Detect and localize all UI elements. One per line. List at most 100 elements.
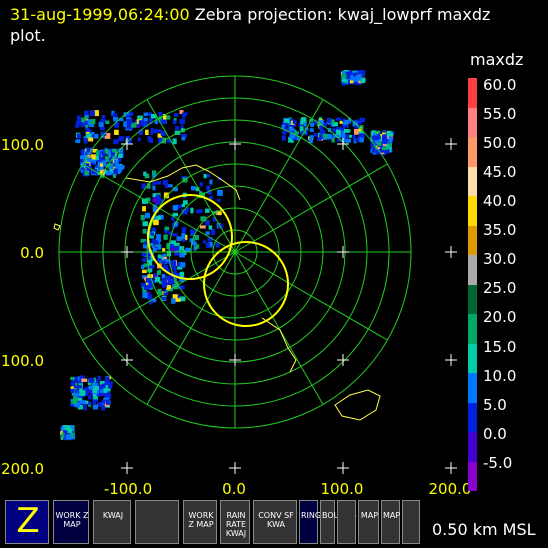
echo-cell [319,120,325,125]
echo-cell [388,143,392,148]
echo-cell [65,425,71,431]
echo-cell [101,386,106,391]
echo-cell [70,388,75,393]
echo-cell [70,386,74,391]
echo-cell [206,185,211,191]
echo-cell [74,393,80,397]
echo-cell [176,236,182,242]
echo-cell [177,266,183,270]
azimuth-spoke [146,251,236,405]
echo-cell [85,389,91,393]
echo-cell [205,242,210,248]
echo-cell [144,121,149,127]
conv-sf-button-label: CONV SF KWA [258,511,294,529]
echo-cell [103,397,108,403]
echo-cell [82,159,88,166]
zebra-logo-button[interactable]: Z [5,500,49,544]
echo-cell [166,268,170,273]
work-z-map-button-label: WORK Z MAP [55,511,89,529]
echo-cell [101,383,106,389]
bounds-button[interactable]: BOUNDS [320,500,357,544]
echo-cell [301,117,306,121]
echo-cell [118,168,122,174]
echo-cell [106,171,112,176]
echo-cell [294,135,300,141]
echo-cell [321,136,327,140]
rings-button[interactable]: RINGS [299,500,327,544]
echo-cell [111,152,115,159]
echo-cell [322,122,327,127]
echo-cell [381,146,388,151]
echo-cell [100,158,106,162]
echo-cell [92,389,98,393]
echo-cell [179,296,186,302]
colorbar-label: 10.0 [483,366,517,385]
echo-cell [181,233,186,240]
azimuth-spoke [234,251,324,405]
echo-cell [154,276,161,283]
grid-cross [121,246,133,258]
echo-cell [318,132,324,136]
echo-cell [89,391,93,396]
echo-cell [168,243,175,250]
echo-cell [282,131,287,135]
grid-button[interactable] [337,500,356,544]
rings-button-label: RINGS [301,511,327,520]
echo-cell [112,156,118,160]
echo-cell [92,398,97,405]
echo-cell [112,116,119,122]
map2-button[interactable]: MAP [381,500,400,544]
echo-cell [95,150,99,156]
echo-cell [88,395,92,400]
echo-cell [106,149,112,156]
echo-cell [203,174,207,179]
loop-button[interactable] [402,500,420,544]
echo-cell [341,73,347,79]
echo-cell [75,124,80,128]
colorbar-swatch [468,196,477,226]
echo-cell [100,118,106,123]
echo-cell [99,389,105,393]
echo-cell [147,257,154,262]
echo-cell [217,224,224,228]
echo-cell [141,258,148,263]
echo-cell [355,74,361,81]
echo-cell [196,209,200,214]
kwaj-grid-button[interactable]: KWAJ [93,500,131,544]
radar-sweep-button[interactable] [135,500,179,544]
echo-cell [176,204,182,209]
echo-cell [97,384,103,391]
conv-sf-button[interactable]: CONV SF KWA [253,500,297,544]
echo-cell [168,231,172,235]
echo-cell [73,402,77,407]
echo-cell [93,377,97,383]
echo-cell [144,277,148,281]
echo-cell [157,269,162,274]
echo-cell [344,79,351,85]
echo-cell [316,137,322,141]
echo-cell [387,130,392,137]
echo-cell [165,277,170,283]
map-button[interactable]: MAP [358,500,379,544]
echo-cell [137,115,143,120]
echo-cell [75,139,81,144]
grid-cross [337,462,349,474]
echo-cell [161,278,168,283]
echo-cell [372,147,376,153]
echo-cell [309,135,314,139]
colorbar-label: 50.0 [483,134,517,153]
work-z-map-button[interactable]: WORK Z MAP [53,500,89,544]
rain-rate-button[interactable]: RAIN RATE KWAJ [220,500,250,544]
colorbar-swatch [468,284,477,314]
echo-cell [215,210,220,216]
echo-cell [155,238,161,243]
work-z-map2-button[interactable]: WORK Z MAP [183,500,217,544]
echo-cell [148,299,153,305]
echo-cell [101,150,106,156]
echo-cell [93,386,99,391]
echo-cell [93,155,99,161]
range-rings [58,75,412,429]
echo-cell [359,137,364,143]
echo-cell [117,153,123,158]
